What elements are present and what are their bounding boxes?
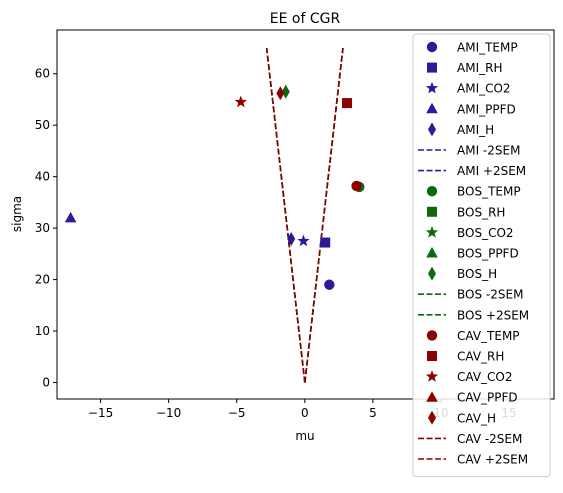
data-point: [320, 237, 331, 248]
legend-label: AMI +2SEM: [457, 164, 526, 178]
legend-entry: CAV +2SEM: [418, 453, 528, 467]
legend-marker-swatch: [425, 225, 439, 238]
legend-marker-swatch: [428, 122, 436, 137]
data-points: [64, 84, 365, 290]
legend-label: BOS_CO2: [457, 226, 514, 240]
legend-label: CAV_RH: [457, 350, 504, 364]
y-tick-label: 30: [35, 221, 50, 235]
legend-box: [412, 33, 551, 478]
data-point: [297, 234, 310, 247]
legend-entry: AMI_H: [428, 122, 494, 137]
data-point: [276, 86, 285, 101]
legend-entry: CAV_CO2: [425, 370, 513, 384]
legend-marker-swatch: [425, 370, 439, 382]
legend-entry: BOS_H: [428, 266, 497, 281]
chart-title: EE of CGR: [270, 11, 341, 27]
y-tick-label: 10: [35, 324, 50, 338]
legend-entry: BOS_CO2: [425, 225, 514, 240]
plot-frame: [56, 29, 555, 400]
legend-marker-swatch: [426, 247, 438, 258]
sem-lines: [265, 47, 344, 383]
legend-marker-swatch: [426, 102, 438, 114]
legend-entry: AMI -2SEM: [418, 144, 520, 158]
legend-label: CAV_TEMP: [457, 329, 520, 343]
legend-label: BOS_PPFD: [457, 247, 519, 261]
legend-label: BOS -2SEM: [457, 288, 523, 302]
legend-marker-swatch: [426, 330, 438, 341]
y-tick-label: 40: [35, 170, 50, 184]
legend-label: BOS_TEMP: [457, 185, 521, 199]
sem-line: [265, 47, 306, 383]
legend-label: AMI_H: [457, 123, 494, 137]
legend-entry: BOS +2SEM: [418, 308, 529, 322]
y-tick-label: 20: [35, 273, 50, 287]
y-tick-label: 0: [42, 376, 50, 390]
sem-line: [304, 47, 344, 383]
legend-marker-swatch: [425, 81, 439, 94]
legend-marker-swatch: [427, 351, 437, 361]
legend-label: AMI_CO2: [457, 82, 511, 96]
legend-entry: CAV_H: [428, 410, 496, 425]
data-point: [64, 211, 77, 223]
x-tick-label: −5: [228, 406, 246, 420]
legend-label: CAV -2SEM: [457, 432, 522, 446]
data-point: [287, 231, 296, 246]
y-tick-label: 50: [35, 118, 50, 132]
legend-marker-swatch: [428, 410, 436, 425]
legend-marker-swatch: [426, 391, 438, 402]
legend-marker-swatch: [427, 206, 437, 217]
legend-label: AMI -2SEM: [457, 144, 520, 158]
x-tick-label: 0: [301, 406, 309, 420]
legend-label: BOS +2SEM: [457, 308, 529, 322]
x-tick-label: −10: [156, 406, 181, 420]
x-axis-label: mu: [295, 429, 314, 443]
legend-marker-swatch: [426, 41, 438, 53]
data-point: [234, 95, 247, 108]
legend-entry: BOS -2SEM: [418, 288, 523, 302]
legend-label: CAV +2SEM: [457, 453, 528, 467]
legend-entry: CAV -2SEM: [418, 432, 522, 446]
data-point: [351, 180, 362, 192]
legend-entry: CAV_TEMP: [426, 329, 520, 343]
legend: AMI_TEMP AMI_RH AMI_CO2 AMI_PPFD AMI_H AMI -2…: [412, 33, 551, 478]
y-tick-label: 60: [35, 67, 50, 81]
data-point: [281, 84, 290, 99]
legend-entry: BOS_TEMP: [426, 185, 521, 199]
legend-label: CAV_CO2: [457, 370, 513, 384]
legend-entry: BOS_PPFD: [426, 247, 519, 261]
legend-label: AMI_RH: [457, 61, 502, 75]
legend-entry: AMI_TEMP: [426, 41, 518, 55]
legend-entry: BOS_RH: [427, 205, 505, 219]
legend-entry: AMI_PPFD: [426, 102, 516, 116]
legend-label: BOS_RH: [457, 205, 505, 219]
legend-entry: AMI_CO2: [425, 81, 511, 96]
legend-label: AMI_PPFD: [457, 102, 516, 116]
legend-entry: CAV_PPFD: [426, 391, 518, 405]
legend-label: BOS_H: [457, 267, 497, 281]
legend-entry: CAV_RH: [427, 350, 504, 364]
legend-marker-swatch: [426, 186, 438, 197]
legend-entry: AMI_RH: [427, 61, 502, 75]
legend-marker-swatch: [427, 62, 437, 73]
data-point: [324, 279, 335, 290]
x-tick-label: 5: [369, 406, 377, 420]
legend-marker-swatch: [428, 266, 436, 281]
y-axis-label: sigma: [10, 196, 24, 232]
y-axis-ticks: 0 10 20 30 40 50 60: [35, 67, 57, 390]
legend-label: AMI_TEMP: [457, 41, 518, 55]
data-point: [342, 98, 353, 109]
legend-label: CAV_H: [457, 411, 496, 425]
legend-entry: AMI +2SEM: [418, 164, 526, 178]
x-tick-label: −15: [88, 406, 113, 420]
legend-label: CAV_PPFD: [457, 391, 518, 405]
